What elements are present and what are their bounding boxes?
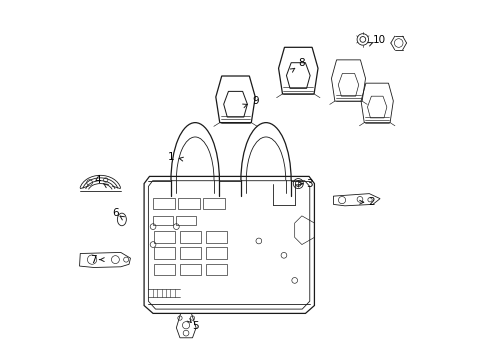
Bar <box>203 198 224 209</box>
Bar <box>180 231 201 243</box>
Bar <box>176 216 196 225</box>
Text: 9: 9 <box>251 96 258 106</box>
Text: 4: 4 <box>95 175 102 185</box>
Text: 7: 7 <box>90 255 96 265</box>
Bar <box>205 247 226 259</box>
Bar <box>180 247 201 259</box>
Bar <box>180 264 201 275</box>
Text: 3: 3 <box>305 179 312 189</box>
Bar <box>153 216 172 225</box>
Text: 10: 10 <box>372 35 385 45</box>
Bar <box>154 264 175 275</box>
Text: 8: 8 <box>298 58 305 68</box>
Text: 1: 1 <box>167 152 174 162</box>
Bar <box>153 198 174 209</box>
Text: 6: 6 <box>112 208 119 218</box>
Bar <box>154 231 175 243</box>
Text: 5: 5 <box>191 321 198 331</box>
Bar <box>154 247 175 259</box>
Text: 2: 2 <box>368 197 374 207</box>
Bar <box>205 264 226 275</box>
Bar <box>178 198 199 209</box>
Bar <box>205 231 226 243</box>
